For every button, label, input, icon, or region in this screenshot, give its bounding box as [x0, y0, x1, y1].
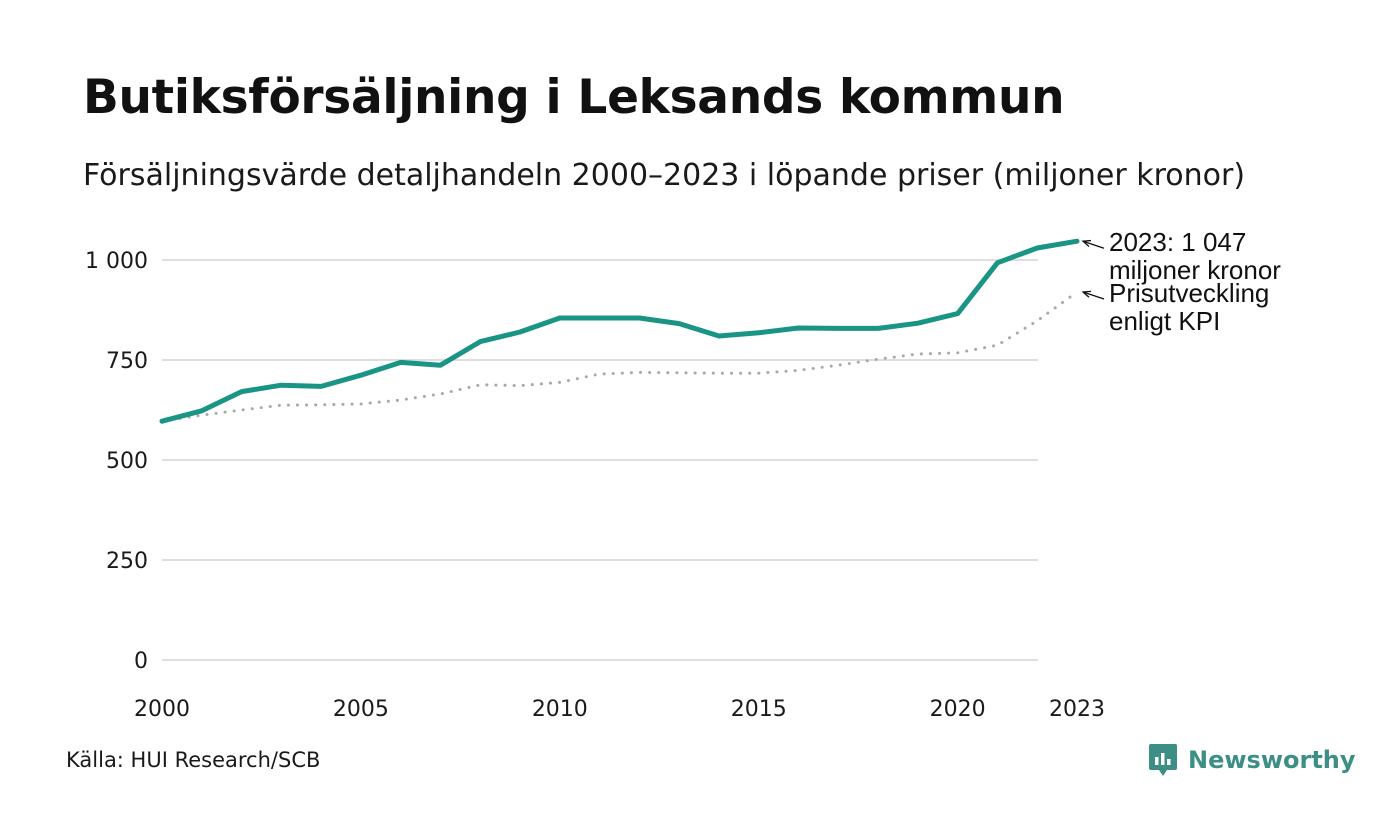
annotation-arrowhead	[1081, 290, 1092, 298]
annotation-pointer	[1082, 291, 1105, 300]
y-tick-label: 750	[106, 349, 148, 374]
annotation-label: miljoner kronor	[1109, 255, 1281, 285]
annotation-label: enligt KPI	[1109, 306, 1220, 336]
x-tick-label: 2010	[532, 697, 588, 722]
annotation-arrowhead	[1081, 239, 1092, 247]
x-axis-ticks: 2000 2005 2010 2015 2020 2023	[134, 697, 1105, 722]
series-lines	[159, 238, 1080, 424]
annotation-label: 2023: 1 047	[1109, 227, 1246, 257]
brand-name: Newsworthy	[1188, 746, 1356, 774]
x-tick-label: 2000	[134, 697, 190, 722]
grid-lines	[162, 259, 1038, 661]
x-tick-label: 2023	[1049, 697, 1105, 722]
annotation-label: Prisutveckling	[1109, 278, 1269, 308]
annotation-pointer	[1082, 240, 1105, 249]
x-tick-label: 2020	[930, 697, 986, 722]
y-axis-ticks: 0 250 500 750 1 000	[85, 249, 148, 674]
x-tick-label: 2005	[333, 697, 389, 722]
y-tick-label: 250	[106, 549, 148, 574]
y-tick-label: 0	[134, 649, 148, 674]
series-line-kpi	[160, 290, 1079, 423]
newsworthy-logo-icon	[1149, 744, 1177, 776]
source-note: Källa: HUI Research/SCB	[66, 748, 321, 772]
chart-subtitle: Försäljningsvärde detaljhandeln 2000–202…	[83, 158, 1246, 193]
brand-logo: Newsworthy	[1148, 742, 1356, 778]
chart-title: Butiksförsäljning i Leksands kommun	[83, 70, 1065, 125]
x-tick-label: 2015	[731, 697, 787, 722]
series-line-sales	[159, 238, 1080, 424]
y-tick-label: 500	[106, 449, 148, 474]
y-tick-label: 1 000	[85, 249, 148, 274]
